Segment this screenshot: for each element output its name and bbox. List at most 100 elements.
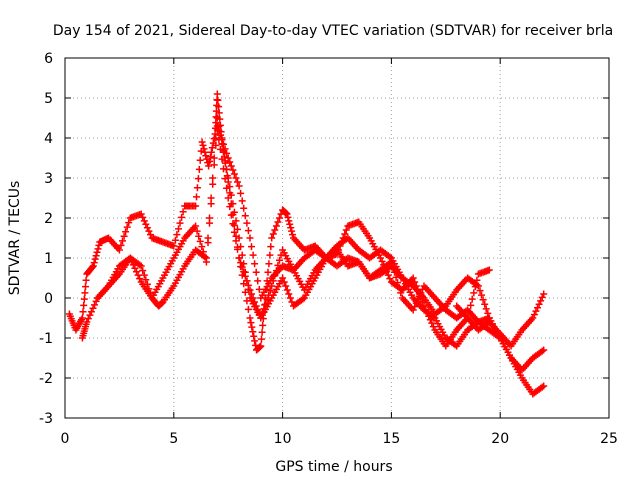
data-point xyxy=(468,295,476,303)
data-point xyxy=(223,149,231,157)
y-tick-label: 2 xyxy=(44,211,53,227)
series-trace-5 xyxy=(453,290,548,350)
x-axis: 0 5 10 15 20 25 xyxy=(61,58,618,447)
data-point xyxy=(535,300,543,308)
x-tick-label: 5 xyxy=(169,431,178,447)
data-point xyxy=(90,259,98,267)
y-tick-label: -3 xyxy=(39,411,53,427)
data-point xyxy=(227,162,235,170)
data-point xyxy=(87,308,95,316)
data-point xyxy=(198,243,206,251)
data-point xyxy=(484,309,492,317)
data-point xyxy=(258,335,265,343)
data-point xyxy=(86,311,94,319)
data-point xyxy=(246,314,254,322)
data-point xyxy=(82,276,90,284)
data-point xyxy=(248,323,256,331)
data-point xyxy=(392,273,400,281)
data-point xyxy=(272,267,280,275)
data-point xyxy=(176,219,184,227)
data-point xyxy=(218,140,226,148)
data-point xyxy=(147,231,154,239)
data-point xyxy=(243,219,251,227)
data-point xyxy=(387,258,395,266)
data-point xyxy=(409,274,417,282)
data-point xyxy=(251,298,259,306)
data-point xyxy=(257,314,265,322)
plot-frame xyxy=(64,57,610,419)
data-point xyxy=(289,231,296,239)
data-point xyxy=(88,263,96,271)
data-point xyxy=(210,161,218,169)
data-point xyxy=(285,217,293,225)
data-point xyxy=(240,204,248,212)
data-point xyxy=(268,234,276,242)
data-point xyxy=(243,277,251,285)
data-point xyxy=(283,210,291,218)
data-point xyxy=(91,255,99,263)
data-point xyxy=(248,290,255,298)
data-point xyxy=(232,237,240,245)
data-point xyxy=(201,253,209,261)
data-point xyxy=(540,346,548,354)
data-point xyxy=(282,282,290,290)
data-point xyxy=(230,228,238,236)
data-point xyxy=(193,184,201,192)
data-point xyxy=(467,301,475,309)
data-point xyxy=(262,300,269,308)
data-point xyxy=(254,277,262,285)
data-point xyxy=(258,328,266,336)
data-point xyxy=(244,227,252,235)
data-point xyxy=(171,236,179,244)
data-point xyxy=(274,218,282,226)
data-point xyxy=(143,224,151,232)
data-point xyxy=(257,342,265,350)
data-point xyxy=(201,148,209,156)
data-point xyxy=(269,277,277,285)
data-point xyxy=(202,254,210,262)
data-point xyxy=(259,321,267,329)
data-point xyxy=(192,202,200,210)
data-point xyxy=(274,261,282,269)
data-point xyxy=(209,174,217,182)
data-point xyxy=(251,337,259,345)
data-point xyxy=(540,382,548,390)
y-axis: -3 -2 -1 0 1 2 3 4 5 6 xyxy=(39,51,609,427)
data-point xyxy=(540,290,548,298)
data-point xyxy=(409,306,417,314)
data-point xyxy=(179,208,187,216)
data-point xyxy=(235,254,243,262)
data-point xyxy=(207,194,215,202)
data-point xyxy=(83,318,91,326)
data-point xyxy=(230,170,238,178)
data-point xyxy=(378,257,386,265)
data-point xyxy=(143,280,151,288)
data-point xyxy=(194,175,202,183)
data-point xyxy=(122,228,130,236)
data-point xyxy=(473,281,481,289)
data-point xyxy=(283,286,291,294)
data-point xyxy=(205,162,213,170)
data-point xyxy=(91,301,98,309)
data-point xyxy=(196,237,204,245)
data-point xyxy=(485,266,493,274)
data-point xyxy=(131,264,139,272)
data-point xyxy=(271,226,279,234)
data-point xyxy=(260,305,268,313)
data-point xyxy=(384,271,392,279)
data-point xyxy=(213,114,221,122)
data-point xyxy=(247,319,255,327)
data-point xyxy=(202,152,210,160)
data-point xyxy=(195,232,203,240)
y-tick-label: 0 xyxy=(44,291,53,307)
data-point xyxy=(267,243,275,251)
data-point xyxy=(207,148,215,156)
data-point xyxy=(272,222,280,230)
data-point xyxy=(200,145,208,153)
data-point xyxy=(470,289,478,297)
data-point xyxy=(145,285,153,293)
data-point xyxy=(216,131,224,139)
data-point xyxy=(218,155,226,163)
data-point xyxy=(241,212,249,220)
